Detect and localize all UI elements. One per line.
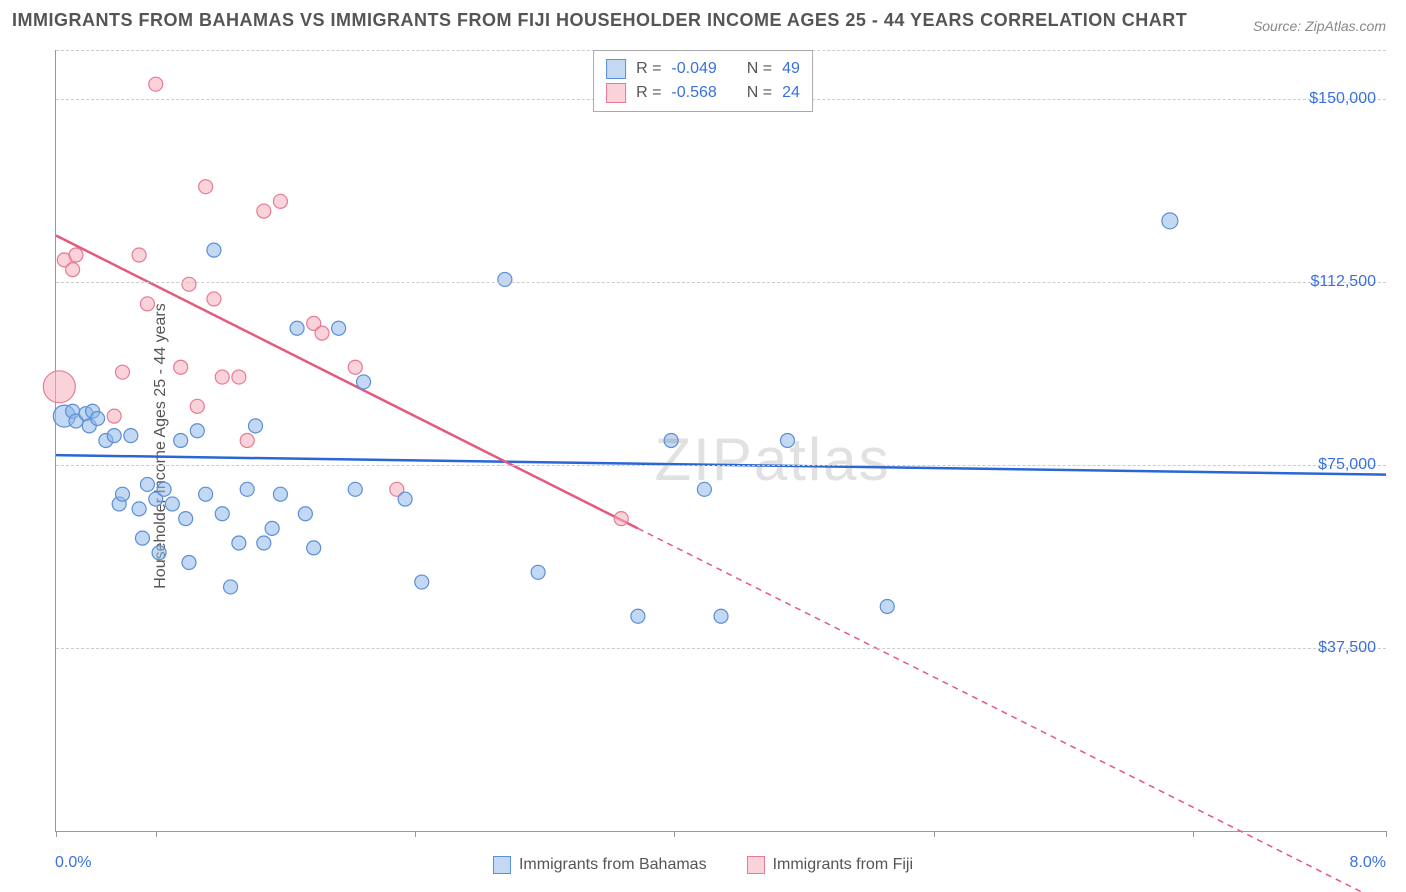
legend-swatch-bahamas-icon [493,856,511,874]
legend-item-fiji: Immigrants from Fiji [747,856,913,874]
legend-swatch-bahamas [606,59,626,79]
y-tick-label: $37,500 [1318,639,1376,657]
source-label: Source: ZipAtlas.com [1253,18,1386,34]
legend-item-bahamas: Immigrants from Bahamas [493,856,707,874]
plot-area: ZIPatlas $37,500$75,000$112,500$150,000 [55,50,1386,832]
y-tick-label: $150,000 [1309,90,1376,108]
r-label: R = [636,84,661,102]
plot-svg [56,50,1386,831]
y-tick-label: $75,000 [1318,456,1376,474]
r-label: R = [636,60,661,78]
stats-row-bahamas: R = -0.049 N = 49 [606,57,800,81]
n-label: N = [747,60,772,78]
legend-label-fiji: Immigrants from Fiji [773,856,913,874]
legend-label-bahamas: Immigrants from Bahamas [519,856,707,874]
r-value-bahamas: -0.049 [671,60,716,78]
y-tick-label: $112,500 [1310,273,1376,291]
x-axis-max-label: 8.0% [1350,854,1386,872]
n-label: N = [747,84,772,102]
bottom-legend: Immigrants from Bahamas Immigrants from … [493,856,913,874]
stats-legend: R = -0.049 N = 49 R = -0.568 N = 24 [593,50,813,112]
r-value-fiji: -0.568 [671,84,716,102]
n-value-bahamas: 49 [782,60,800,78]
legend-swatch-fiji [606,83,626,103]
chart-container: IMMIGRANTS FROM BAHAMAS VS IMMIGRANTS FR… [0,0,1406,892]
stats-row-fiji: R = -0.568 N = 24 [606,81,800,105]
legend-swatch-fiji-icon [747,856,765,874]
chart-title: IMMIGRANTS FROM BAHAMAS VS IMMIGRANTS FR… [12,10,1187,31]
n-value-fiji: 24 [782,84,800,102]
x-axis-min-label: 0.0% [55,854,91,872]
